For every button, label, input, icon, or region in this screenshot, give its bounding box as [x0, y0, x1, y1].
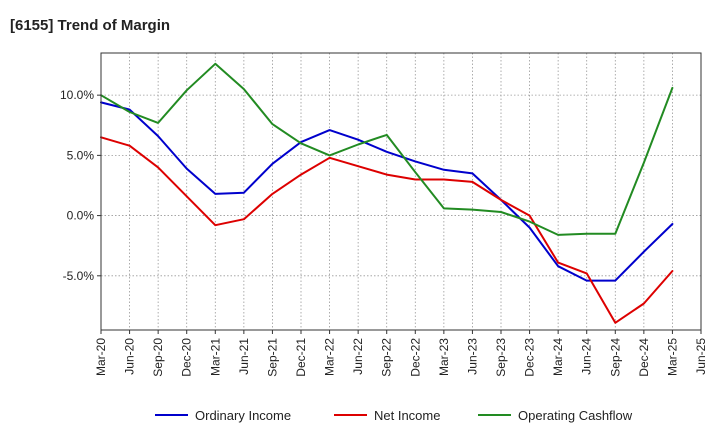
series-line-1 — [100, 136, 674, 324]
x-tick-label: Mar-24 — [551, 338, 565, 376]
x-tick-label: Dec-20 — [180, 338, 194, 377]
x-tick-label: Dec-24 — [637, 338, 651, 377]
x-tick-label: Sep-22 — [380, 338, 394, 377]
x-tick-label: Mar-23 — [437, 338, 451, 376]
y-tick-label: 5.0% — [67, 148, 95, 162]
grid — [101, 53, 701, 330]
legend: Ordinary Income Net Income Operating Cashf… — [155, 408, 633, 423]
series-lines — [100, 62, 674, 324]
y-axis-ticks: -5.0% 0.0% 5.0% 10.0% — [60, 88, 101, 283]
x-tick-label: Mar-20 — [94, 338, 108, 376]
y-tick-label: 0.0% — [67, 209, 95, 223]
legend-label: Operating Cashflow — [518, 408, 633, 423]
x-tick-label: Dec-21 — [294, 338, 308, 377]
x-tick-label: Jun-22 — [351, 338, 365, 375]
x-axis-ticks: Mar-20 Jun-20 Sep-20 Dec-20 Mar-21 Jun-21 Sep-… — [94, 330, 708, 377]
y-tick-label: -5.0% — [63, 269, 95, 283]
x-tick-label: Jun-25 — [694, 338, 708, 375]
x-tick-label: Dec-22 — [408, 338, 422, 377]
x-tick-label: Sep-23 — [494, 338, 508, 377]
x-tick-label: Dec-23 — [523, 338, 537, 377]
x-tick-label: Sep-21 — [265, 338, 279, 377]
x-tick-label: Sep-24 — [608, 338, 622, 377]
x-tick-label: Jun-21 — [237, 338, 251, 375]
x-tick-label: Mar-21 — [208, 338, 222, 376]
y-tick-label: 10.0% — [60, 88, 94, 102]
x-tick-label: Jun-23 — [465, 338, 479, 375]
series-line-0 — [100, 101, 674, 282]
x-tick-label: Jun-20 — [123, 338, 137, 375]
series-line-2 — [100, 62, 674, 236]
legend-label: Ordinary Income — [195, 408, 291, 423]
chart-title: [6155] Trend of Margin — [10, 17, 170, 34]
legend-label: Net Income — [374, 408, 440, 423]
x-tick-label: Mar-25 — [665, 338, 679, 376]
plot-area-frame — [100, 52, 702, 331]
x-tick-label: Sep-20 — [151, 338, 165, 377]
x-tick-label: Mar-22 — [323, 338, 337, 376]
x-tick-label: Jun-24 — [580, 338, 594, 375]
